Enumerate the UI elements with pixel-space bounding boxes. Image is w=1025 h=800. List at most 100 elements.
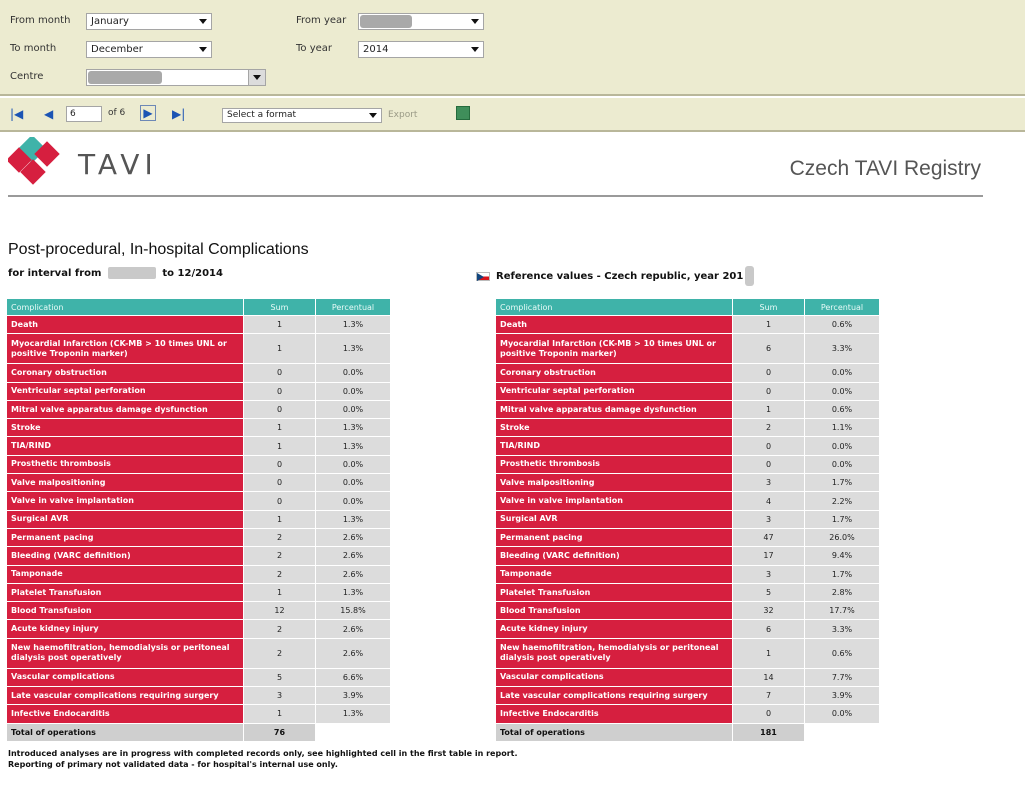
tavi-logo bbox=[8, 137, 60, 185]
to-month-value: December bbox=[91, 44, 143, 55]
percent-cell: 7.7% bbox=[804, 667, 880, 688]
sum-cell: 0 bbox=[243, 473, 316, 493]
from-year-select[interactable] bbox=[358, 13, 484, 30]
table-row: Infective Endocarditis 0 0.0% bbox=[495, 704, 880, 724]
report-toolbar: |◀ ◀ 6 of 6 ▶ ▶| Select a format Export bbox=[0, 98, 1025, 132]
column-header: Percentual bbox=[315, 298, 391, 316]
table-row: Infective Endocarditis 1 1.3% bbox=[6, 704, 391, 724]
sum-cell: 2 bbox=[243, 527, 316, 548]
page-number-input[interactable]: 6 bbox=[66, 106, 102, 122]
export-link[interactable]: Export bbox=[388, 110, 418, 120]
percent-cell: 1.3% bbox=[315, 509, 391, 529]
percent-cell: 3.9% bbox=[804, 686, 880, 706]
sum-cell: 2 bbox=[243, 637, 316, 669]
refresh-icon[interactable] bbox=[456, 106, 470, 120]
complication-cell: Valve malpositioning bbox=[6, 473, 244, 493]
table-row: Blood Transfusion 32 17.7% bbox=[495, 601, 880, 621]
table-row: Ventricular septal perforation 0 0.0% bbox=[6, 381, 391, 401]
centre-dropdown-button[interactable] bbox=[248, 70, 265, 85]
total-label: Total of operations bbox=[495, 722, 733, 742]
interval-prefix: for interval from bbox=[8, 268, 102, 279]
complication-cell: Mitral valve apparatus damage dysfunctio… bbox=[6, 399, 244, 420]
table-row: Death 1 0.6% bbox=[495, 314, 880, 335]
percent-cell: 0.0% bbox=[804, 436, 880, 456]
chevron-down-icon bbox=[471, 19, 479, 24]
complication-cell: Infective Endocarditis bbox=[495, 704, 733, 724]
sum-cell: 2 bbox=[243, 546, 316, 566]
sum-cell: 0 bbox=[243, 454, 316, 475]
table-row: TIA/RIND 1 1.3% bbox=[6, 436, 391, 456]
table-row: Surgical AVR 3 1.7% bbox=[495, 509, 880, 529]
table-row: Prosthetic thrombosis 0 0.0% bbox=[6, 454, 391, 475]
report-title: Post-procedural, In-hospital Complicatio… bbox=[8, 241, 309, 258]
first-page-icon[interactable]: |◀ bbox=[10, 107, 24, 121]
chevron-down-icon bbox=[199, 47, 207, 52]
sum-cell: 1 bbox=[732, 399, 805, 420]
table-row: Coronary obstruction 0 0.0% bbox=[6, 363, 391, 383]
previous-page-icon[interactable]: ◀ bbox=[44, 107, 54, 121]
total-empty-cell bbox=[315, 722, 391, 742]
complication-cell: Blood Transfusion bbox=[495, 601, 733, 621]
percent-cell: 0.6% bbox=[804, 314, 880, 335]
table-row: Bleeding (VARC definition) 2 2.6% bbox=[6, 546, 391, 566]
next-page-icon[interactable]: ▶ bbox=[140, 105, 156, 121]
percent-cell: 1.7% bbox=[804, 564, 880, 584]
table-row: Prosthetic thrombosis 0 0.0% bbox=[495, 454, 880, 475]
complication-cell: Bleeding (VARC definition) bbox=[495, 546, 733, 566]
percent-cell: 2.6% bbox=[315, 546, 391, 566]
footnote-line-2: Reporting of primary not validated data … bbox=[8, 760, 338, 769]
last-page-icon[interactable]: ▶| bbox=[172, 107, 186, 121]
complication-cell: Vascular complications bbox=[495, 667, 733, 688]
sum-cell: 1 bbox=[243, 314, 316, 335]
complication-cell: Valve in valve implantation bbox=[495, 491, 733, 511]
to-year-select[interactable]: 2014 bbox=[358, 41, 484, 58]
sum-cell: 0 bbox=[732, 454, 805, 475]
complication-cell: Infective Endocarditis bbox=[6, 704, 244, 724]
percent-cell: 2.6% bbox=[315, 637, 391, 669]
table-row: Late vascular complications requiring su… bbox=[6, 686, 391, 706]
chevron-down-icon bbox=[369, 113, 377, 118]
complication-cell: Death bbox=[495, 314, 733, 335]
sum-cell: 1 bbox=[243, 582, 316, 603]
format-select[interactable]: Select a format bbox=[222, 108, 382, 123]
complication-cell: Myocardial Infarction (CK-MB > 10 times … bbox=[495, 333, 733, 365]
to-year-value: 2014 bbox=[363, 44, 389, 55]
reference-title-text: Reference values - Czech republic, year … bbox=[496, 271, 744, 282]
from-month-label: From month bbox=[10, 15, 71, 26]
percent-cell: 2.6% bbox=[315, 527, 391, 548]
chevron-down-icon bbox=[471, 47, 479, 52]
header-divider bbox=[8, 195, 983, 197]
complication-cell: Surgical AVR bbox=[6, 509, 244, 529]
to-month-select[interactable]: December bbox=[86, 41, 212, 58]
redacted-value bbox=[107, 267, 156, 279]
sum-cell: 17 bbox=[732, 546, 805, 566]
sum-cell: 3 bbox=[732, 473, 805, 493]
percent-cell: 9.4% bbox=[804, 546, 880, 566]
table-row: Myocardial Infarction (CK-MB > 10 times … bbox=[495, 333, 880, 365]
sum-cell: 1 bbox=[243, 509, 316, 529]
table-row: Valve malpositioning 3 1.7% bbox=[495, 473, 880, 493]
sum-cell: 0 bbox=[732, 436, 805, 456]
sum-cell: 2 bbox=[243, 564, 316, 584]
percent-cell: 1.1% bbox=[804, 418, 880, 438]
complication-cell: Platelet Transfusion bbox=[495, 582, 733, 603]
complication-cell: Permanent pacing bbox=[6, 527, 244, 548]
sum-cell: 1 bbox=[732, 637, 805, 669]
from-year-label: From year bbox=[296, 15, 347, 26]
centre-select[interactable] bbox=[86, 69, 266, 86]
table-row: Acute kidney injury 6 3.3% bbox=[495, 619, 880, 639]
filter-panel: From month January From year To month De… bbox=[0, 0, 1025, 96]
column-header: Complication bbox=[6, 298, 244, 316]
sum-cell: 1 bbox=[732, 314, 805, 335]
sum-cell: 0 bbox=[732, 363, 805, 383]
complication-cell: Acute kidney injury bbox=[6, 619, 244, 639]
complication-cell: Bleeding (VARC definition) bbox=[6, 546, 244, 566]
table-row: Blood Transfusion 12 15.8% bbox=[6, 601, 391, 621]
percent-cell: 1.7% bbox=[804, 509, 880, 529]
from-month-select[interactable]: January bbox=[86, 13, 212, 30]
complication-cell: TIA/RIND bbox=[495, 436, 733, 456]
table-row: Permanent pacing 2 2.6% bbox=[6, 527, 391, 548]
sum-cell: 2 bbox=[732, 418, 805, 438]
percent-cell: 15.8% bbox=[315, 601, 391, 621]
sum-cell: 0 bbox=[243, 399, 316, 420]
